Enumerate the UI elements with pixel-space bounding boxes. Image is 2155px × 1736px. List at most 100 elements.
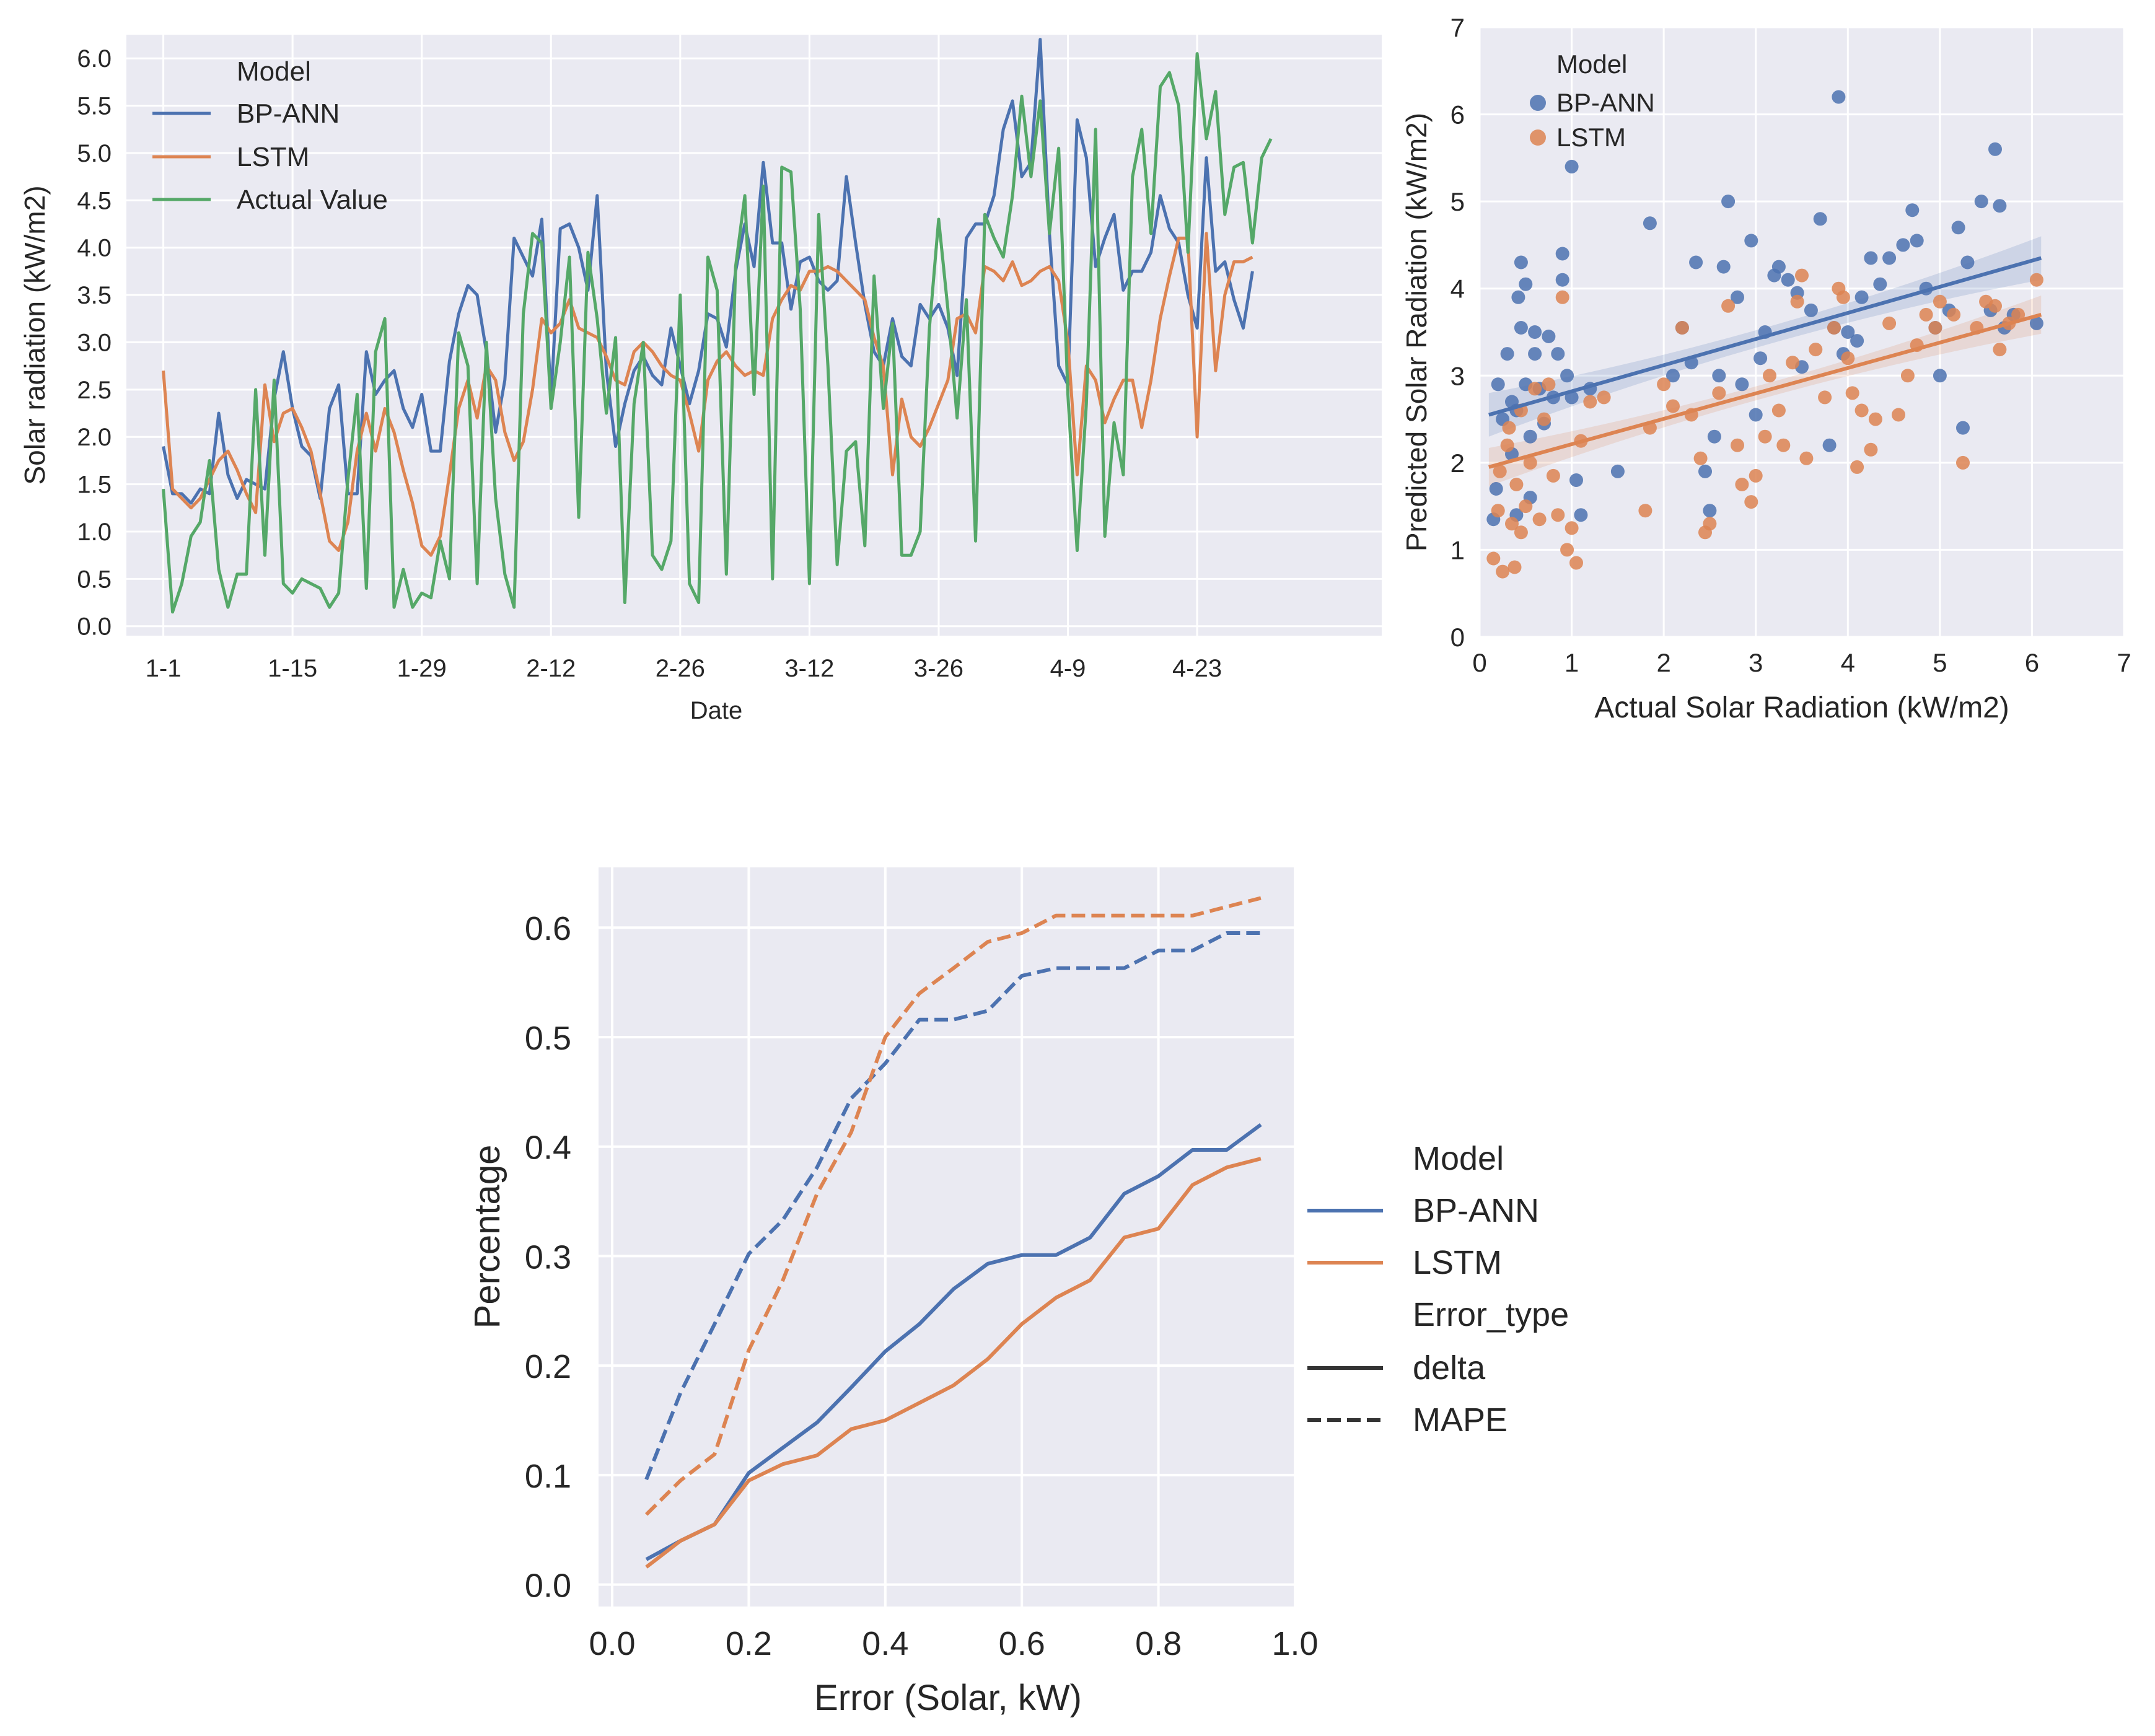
timeseries-x-tick-label-1: 1-15 bbox=[268, 655, 317, 682]
scatter-point-bp-ann-46 bbox=[1749, 408, 1763, 422]
scatter-legend-marker-lstm bbox=[1530, 129, 1546, 146]
timeseries-lines bbox=[162, 38, 1273, 614]
scatter-point-lstm-54 bbox=[1841, 351, 1855, 366]
scatter-point-lstm-74 bbox=[2011, 307, 2026, 322]
scatter-point-lstm-19 bbox=[1555, 290, 1569, 304]
scatter-point-bp-ann-17 bbox=[1528, 325, 1542, 339]
timeseries-y-ticks: 0.0 0.5 1.0 1.5 2.0 2.5 3.0 3.5 4.0 4.5 5.0 5.5 6.0 bbox=[77, 45, 112, 641]
scatter-point-bp-ann-79 bbox=[1993, 199, 2007, 213]
scatter-point-lstm-20 bbox=[1560, 543, 1574, 557]
timeseries-y-tick-label-10: 5.0 bbox=[77, 140, 112, 167]
timeseries-y-tick-label-0: 0.0 bbox=[77, 613, 112, 641]
scatter-point-bp-ann-28 bbox=[1569, 473, 1583, 487]
scatter-point-bp-ann-10 bbox=[1514, 255, 1528, 270]
timeseries-plot-area bbox=[126, 35, 1382, 636]
scatter-point-bp-ann-58 bbox=[1832, 90, 1846, 104]
scatter-fit-line-bp-ann bbox=[1488, 256, 2042, 417]
error-grid bbox=[599, 867, 1296, 1607]
timeseries-y-tick-label-5: 2.5 bbox=[77, 377, 112, 404]
scatter-point-bp-ann-55 bbox=[1813, 212, 1827, 226]
scatter-point-lstm-34 bbox=[1703, 517, 1717, 531]
error-x-tick-label-0: 0.0 bbox=[589, 1625, 636, 1662]
scatter-x-tick-label-3: 3 bbox=[1749, 648, 1763, 677]
scatter-point-lstm-16 bbox=[1542, 377, 1556, 392]
timeseries-line-actual-value bbox=[162, 52, 1273, 614]
scatter-point-lstm-41 bbox=[1758, 429, 1772, 444]
scatter-legend-bp-ann: BP-ANN bbox=[1556, 88, 1655, 117]
scatter-y-tick-label-2: 2 bbox=[1451, 449, 1465, 478]
scatter-point-lstm-26 bbox=[1638, 504, 1652, 518]
error-legend-error-title: Error_type bbox=[1413, 1296, 1569, 1333]
scatter-point-bp-ann-71 bbox=[1933, 369, 1947, 383]
timeseries-x-tick-label-3: 2-12 bbox=[526, 655, 576, 682]
scatter-point-lstm-55 bbox=[1845, 386, 1859, 400]
scatter-point-lstm-56 bbox=[1850, 460, 1864, 474]
timeseries-x-tick-label-6: 3-26 bbox=[914, 655, 963, 682]
scatter-point-bp-ann-56 bbox=[1822, 438, 1837, 452]
scatter-y-tick-label-7: 7 bbox=[1451, 13, 1465, 42]
scatter-point-lstm-30 bbox=[1675, 321, 1689, 335]
error-line-bp-ann-mape bbox=[644, 931, 1261, 1481]
scatter-point-lstm-37 bbox=[1731, 438, 1744, 452]
scatter-y-ticks: 0 1 2 3 4 5 6 7 bbox=[1451, 13, 1465, 652]
timeseries-y-tick-label-4: 2.0 bbox=[77, 424, 112, 451]
timeseries-x-tick-label-8: 4-23 bbox=[1172, 655, 1222, 682]
scatter-point-bp-ann-43 bbox=[1731, 290, 1744, 304]
scatter-point-bp-ann-38 bbox=[1703, 504, 1717, 518]
scatter-point-bp-ann-82 bbox=[2029, 316, 2043, 330]
timeseries-y-tick-label-2: 1.0 bbox=[77, 519, 112, 546]
scatter-point-lstm-2 bbox=[1493, 464, 1507, 478]
scatter-y-tick-label-0: 0 bbox=[1451, 623, 1465, 652]
scatter-point-bp-ann-50 bbox=[1771, 260, 1786, 274]
scatter-point-lstm-44 bbox=[1776, 438, 1791, 452]
scatter-point-bp-ann-65 bbox=[1882, 251, 1897, 265]
timeseries-x-tick-label-2: 1-29 bbox=[397, 655, 447, 682]
scatter-point-lstm-32 bbox=[1693, 451, 1708, 465]
scatter-point-lstm-8 bbox=[1509, 478, 1524, 491]
scatter-point-lstm-4 bbox=[1500, 438, 1514, 452]
scatter-point-lstm-45 bbox=[1786, 356, 1800, 370]
scatter-x-tick-label-7: 7 bbox=[2117, 648, 2131, 677]
scatter-point-bp-ann-13 bbox=[1519, 277, 1533, 291]
scatter-point-lstm-51 bbox=[1827, 321, 1841, 335]
scatter-point-lstm-5 bbox=[1502, 421, 1516, 435]
scatter-point-bp-ann-44 bbox=[1735, 377, 1749, 392]
scatter-point-bp-ann-24 bbox=[1555, 273, 1569, 287]
scatter-point-bp-ann-29 bbox=[1574, 508, 1588, 522]
scatter-point-lstm-53 bbox=[1836, 290, 1850, 304]
scatter-point-bp-ann-32 bbox=[1643, 216, 1657, 230]
error-legend-model-title: Model bbox=[1413, 1140, 1504, 1177]
scatter-y-tick-label-3: 3 bbox=[1451, 361, 1465, 390]
scatter-point-bp-ann-60 bbox=[1841, 325, 1855, 339]
scatter-point-bp-ann-22 bbox=[1551, 347, 1565, 361]
error-x-label: Error (Solar, kW) bbox=[814, 1678, 1082, 1718]
scatter-point-lstm-9 bbox=[1514, 525, 1528, 540]
scatter-point-bp-ann-25 bbox=[1560, 369, 1574, 383]
timeseries-legend-actual: Actual Value bbox=[237, 185, 388, 215]
scatter-point-bp-ann-37 bbox=[1698, 464, 1712, 478]
timeseries-y-tick-label-7: 3.5 bbox=[77, 282, 112, 309]
scatter-point-lstm-65 bbox=[1928, 321, 1942, 335]
scatter-x-tick-label-6: 6 bbox=[2025, 648, 2039, 677]
error-line-bp-ann-delta bbox=[645, 1123, 1262, 1561]
scatter-point-lstm-71 bbox=[1988, 299, 2002, 313]
scatter-point-bp-ann-39 bbox=[1707, 429, 1721, 444]
error-lines bbox=[644, 896, 1262, 1569]
scatter-x-tick-label-0: 0 bbox=[1472, 648, 1486, 677]
scatter-point-lstm-21 bbox=[1565, 521, 1579, 535]
scatter-point-lstm-24 bbox=[1583, 395, 1597, 409]
scatter-point-lstm-43 bbox=[1771, 403, 1786, 418]
timeseries-x-tick-label-0: 1-1 bbox=[146, 655, 182, 682]
timeseries-y-label: Solar radiation (kW/m2) bbox=[19, 185, 51, 484]
timeseries-y-tick-label-8: 4.0 bbox=[77, 235, 112, 262]
scatter-point-bp-ann-73 bbox=[1951, 221, 1965, 235]
error-line-lstm-mape bbox=[644, 896, 1262, 1516]
error-legend-mape: MAPE bbox=[1413, 1401, 1508, 1439]
error-x-tick-label-5: 1.0 bbox=[1271, 1625, 1318, 1662]
scatter-point-bp-ann-4 bbox=[1500, 347, 1514, 361]
scatter-point-bp-ann-31 bbox=[1610, 464, 1625, 478]
scatter-point-bp-ann-75 bbox=[1960, 255, 1975, 270]
scatter-point-lstm-29 bbox=[1666, 399, 1680, 413]
scatter-point-bp-ann-2 bbox=[1491, 377, 1505, 392]
timeseries-legend-bp-ann: BP-ANN bbox=[237, 99, 340, 129]
